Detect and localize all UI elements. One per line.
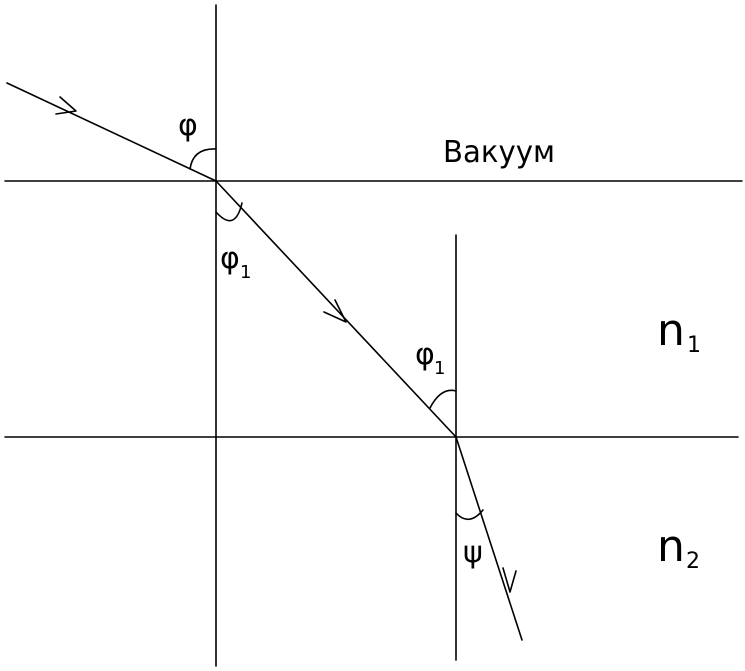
refracted-ray-n2 [455, 436, 523, 641]
angle-arc-phi1-top [215, 202, 243, 222]
medium-label-n2: n [657, 521, 685, 572]
angle-label-phi1-bottom-sub: 1 [434, 358, 445, 379]
arrowhead-incident [55, 96, 77, 115]
medium-label-vacuum: Вакуум [443, 135, 555, 170]
angle-label-phi: φ [178, 108, 198, 143]
medium-label-n2-sub: 2 [686, 549, 700, 574]
incident-ray [6, 82, 217, 182]
angle-label-phi1-top: φ [220, 241, 240, 276]
medium-label-n1: n [657, 305, 685, 356]
angle-arc-phi1-bottom [429, 389, 457, 409]
arrowhead-n1 [323, 299, 347, 323]
medium-label-n1-sub: 1 [687, 333, 701, 358]
angle-label-phi1-bottom: φ [415, 337, 435, 372]
angle-label-phi1-top-sub: 1 [240, 262, 251, 283]
angle-arc-psi [455, 509, 484, 521]
refracted-ray-n1 [215, 180, 457, 438]
arrowhead-n2 [502, 567, 517, 593]
angle-arc-phi [189, 148, 217, 170]
angle-label-psi: ψ [463, 535, 483, 570]
